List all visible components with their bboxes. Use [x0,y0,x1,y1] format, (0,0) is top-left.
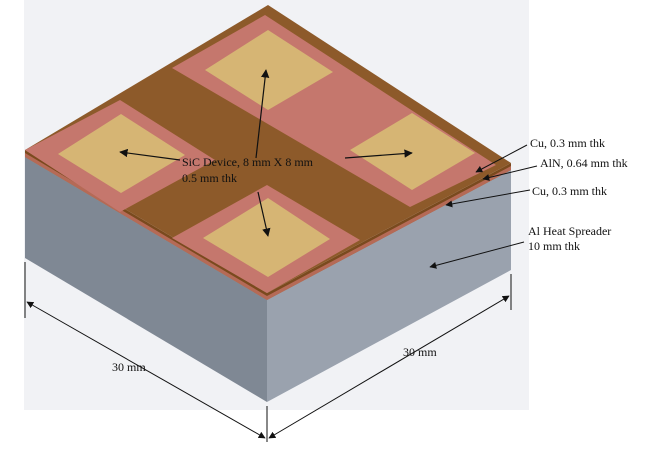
spreader-label-line1: Al Heat Spreader [528,224,611,238]
cu-top-label: Cu, 0.3 mm thk [530,136,605,150]
spreader-label-line2: 10 mm thk [528,239,580,253]
cu-top-leader [475,144,528,173]
copper-bottom-right-edge [267,166,511,300]
device-arrows [119,69,413,237]
cu-bottom-label: Cu, 0.3 mm thk [532,184,607,198]
dim-line-right [268,295,510,439]
aln-leader [482,165,538,181]
aln-label: AlN, 0.64 mm thk [540,156,628,170]
dim-line-left [26,301,266,439]
dim-label-left: 30 mm [112,360,146,374]
device-arrow-right [344,149,413,159]
layer-leader-arrows [429,144,538,269]
dim-label-right: 30 mm [403,345,437,359]
dimension-lines [24,262,512,442]
device-label-line2: 0.5 mm thk [182,171,237,185]
cu-bottom-leader [445,189,531,208]
device-arrow-top [255,69,270,159]
sic-device-bottom [203,198,330,277]
copper-bottom-left-edge [25,153,267,300]
device-arrow-left [119,148,181,161]
device-label-line1: SiC Device, 8 mm X 8 mm [182,155,314,169]
device-arrow-bottom [257,191,271,237]
aln-top-surface [25,5,511,293]
spreader-leader [429,241,525,269]
